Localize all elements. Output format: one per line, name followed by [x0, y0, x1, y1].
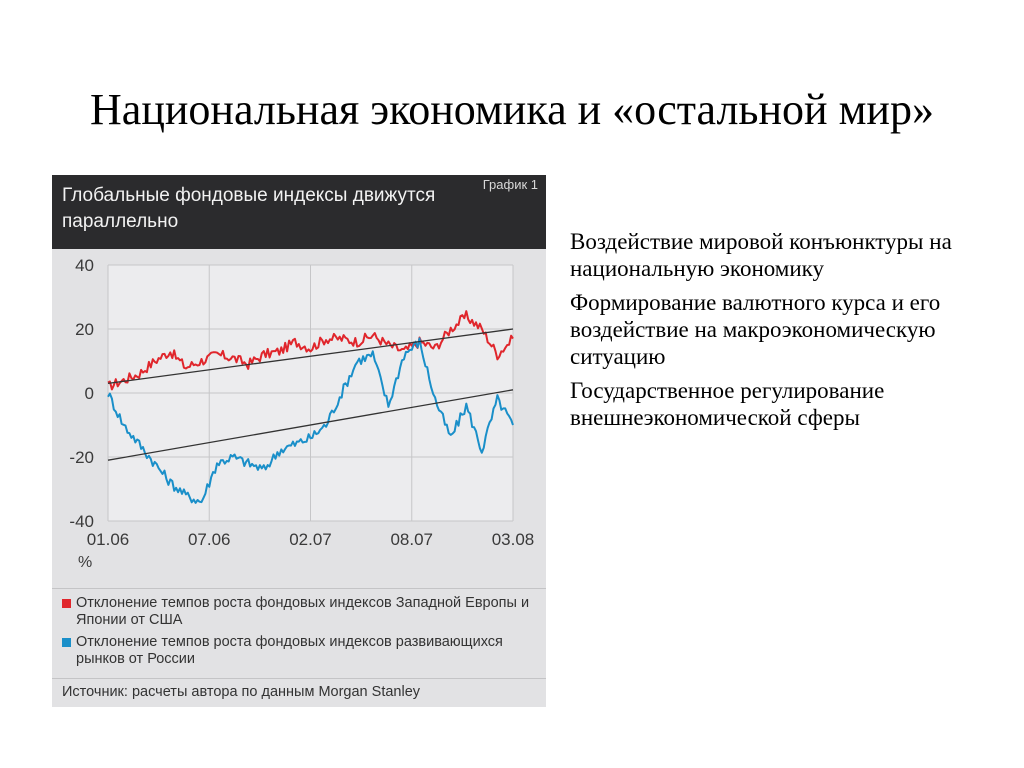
trend-line [107, 328, 514, 385]
chart-panel: Глобальные фондовые индексы движутся пар… [52, 175, 546, 707]
legend-label-blue: Отклонение темпов роста фондовых индексо… [76, 634, 503, 667]
legend-item-blue: Отклонение темпов роста фондовых индексо… [62, 634, 546, 668]
x-tick-label: 02.07 [289, 530, 332, 549]
y-tick-label: -20 [69, 448, 94, 467]
chart-legend: Отклонение темпов роста фондовых индексо… [52, 588, 546, 679]
chart-title: Глобальные фондовые индексы движутся пар… [62, 185, 436, 232]
y-tick-label: 0 [85, 384, 94, 403]
legend-swatch-blue [62, 638, 71, 647]
legend-item-red: Отклонение темпов роста фондовых индексо… [62, 595, 546, 629]
chart-source: Источник: расчеты автора по данным Morga… [52, 678, 546, 708]
chart-source-text: Источник: расчеты автора по данным Morga… [62, 684, 421, 700]
x-tick-label: 03.08 [492, 530, 535, 549]
bullet-item: Формирование валютного курса и его возде… [570, 290, 941, 369]
series-line-blue [107, 337, 514, 504]
slide-title: Национальная экономика и «остальной мир» [90, 85, 934, 134]
x-tick-label: 07.06 [188, 530, 231, 549]
x-tick-label: 01.06 [87, 530, 130, 549]
y-tick-label: -40 [69, 512, 94, 531]
bullet-item: Воздействие мировой конъюнктуры на нацио… [570, 229, 952, 281]
legend-label-red: Отклонение темпов роста фондовых индексо… [76, 595, 530, 628]
chart-header: Глобальные фондовые индексы движутся пар… [52, 175, 546, 249]
trend-line [107, 389, 514, 461]
y-tick-label: 20 [75, 320, 94, 339]
bullet-list: Воздействие мировой конъюнктуры на нацио… [570, 228, 1010, 438]
y-axis-unit-label: % [78, 554, 92, 571]
chart-badge: График 1 [482, 177, 538, 192]
x-tick-label: 08.07 [390, 530, 433, 549]
series-line-red [107, 310, 514, 391]
y-tick-label: 40 [75, 256, 94, 275]
legend-swatch-red [62, 599, 71, 608]
bullet-item: Государственное регулирование внешнеэкон… [570, 378, 885, 430]
